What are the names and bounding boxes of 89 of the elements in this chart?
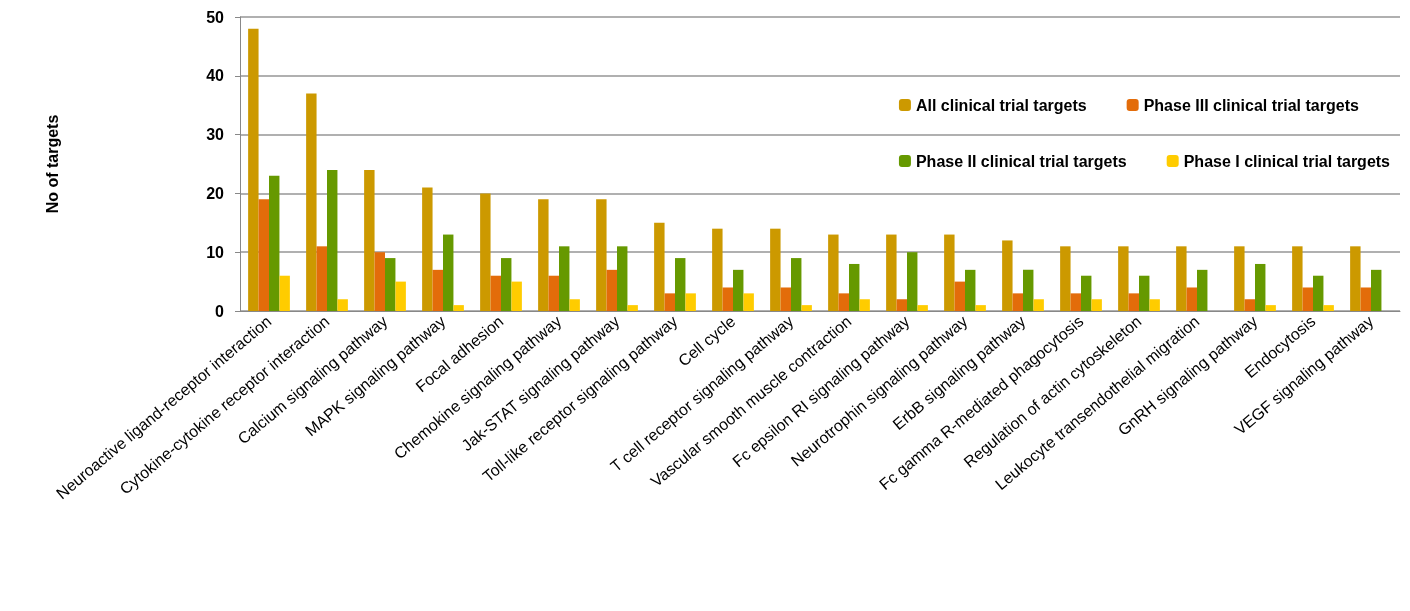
bar [548,275,559,311]
bar [1176,246,1187,311]
bar [1323,305,1334,311]
bar [1302,287,1313,311]
bar [712,228,723,311]
bar [1255,263,1266,311]
y-tick-label: 40 [206,67,225,85]
bar [1371,269,1382,311]
bar [722,287,733,311]
bar [801,305,812,311]
bar [654,222,665,311]
bar [364,169,375,311]
bar [385,258,396,311]
bar [316,246,327,311]
bar [279,275,290,311]
y-tick-label: 0 [215,302,225,320]
bar [1292,246,1303,311]
bar [1023,269,1034,311]
bar [1128,293,1139,311]
bar [743,293,754,311]
bar [327,169,338,311]
bar [559,246,570,311]
bar [596,199,607,311]
bar [954,281,965,311]
bar [269,175,280,311]
bar [1197,269,1208,311]
bar [432,269,443,311]
bar [627,305,638,311]
bar [395,281,406,311]
bar [1118,246,1129,311]
bar [664,293,675,311]
bar [501,258,512,311]
bar [1265,305,1276,311]
bar [538,199,549,311]
bar [838,293,849,311]
bar [917,305,928,311]
bar [511,281,522,311]
bar [569,299,580,311]
bar [617,246,628,311]
bar [1070,293,1081,311]
bar [907,252,918,311]
bar [443,234,454,311]
bar [770,228,781,311]
bar [374,252,385,311]
legend-label: Phase II clinical trial targets [915,152,1127,170]
bar [1139,275,1150,311]
y-tick-label: 10 [206,243,225,261]
bar [422,187,433,311]
bar [606,269,617,311]
bar [965,269,976,311]
legend-label: Phase I clinical trial targets [1183,152,1391,170]
bar [480,193,491,311]
bar [859,299,870,311]
bar [1060,246,1071,311]
bar [1234,246,1245,311]
bar [1360,287,1371,311]
y-tick-label: 50 [206,8,225,26]
bar [675,258,686,311]
y-axis-title: No of targets [43,114,61,214]
bar [1012,293,1023,311]
bar [1033,299,1044,311]
bar [490,275,501,311]
bar [248,28,259,311]
bar [849,263,860,311]
bar [828,234,839,311]
legend-label: Phase III clinical trial targets [1143,96,1359,114]
bar [1002,240,1013,311]
bar [1149,299,1160,311]
bar [1313,275,1324,311]
bar [1091,299,1102,311]
bar [453,305,464,311]
bar [886,234,897,311]
bar [306,93,317,311]
bar [1186,287,1197,311]
bar [896,299,907,311]
bar [1350,246,1361,311]
y-tick-label: 30 [206,126,225,144]
bar [944,234,955,311]
bar [975,305,986,311]
bar [258,199,269,311]
bar [733,269,744,311]
legend-label: All clinical trial targets [915,96,1087,114]
bar [337,299,348,311]
bar [1244,299,1255,311]
y-tick-label: 20 [206,184,225,202]
bar [1081,275,1092,311]
bar [685,293,696,311]
bar [780,287,791,311]
bar [791,258,802,311]
